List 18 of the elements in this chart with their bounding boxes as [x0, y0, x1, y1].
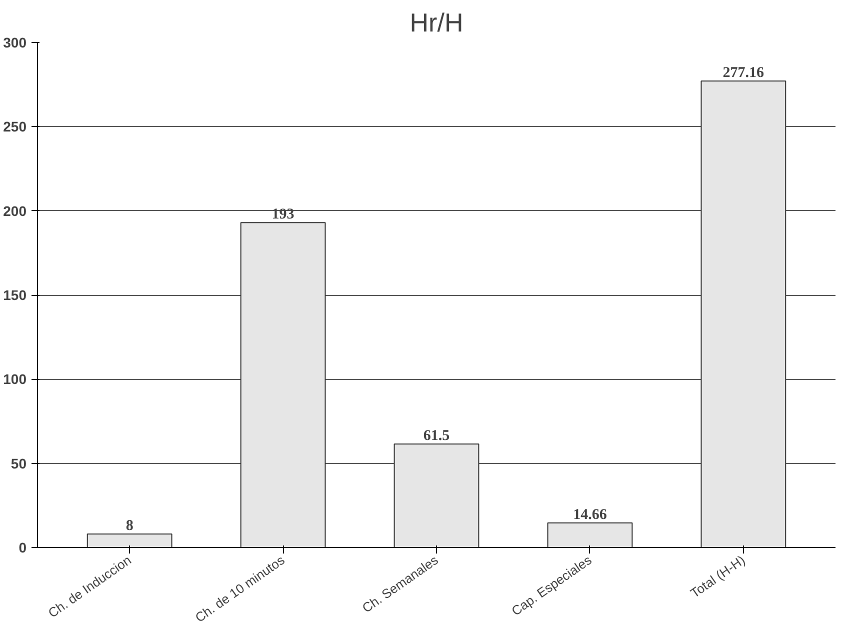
bar	[86, 534, 172, 548]
y-tick-label: 150	[3, 287, 27, 303]
bar	[240, 222, 326, 548]
y-tick-label: 0	[18, 540, 27, 556]
y-tick-label: 50	[10, 455, 27, 472]
data-label: 193	[272, 206, 294, 223]
y-tick-label: 250	[3, 118, 27, 135]
data-label: 61.5	[423, 428, 450, 444]
bar	[394, 443, 480, 548]
y-tick-label: 300	[3, 34, 27, 50]
bar	[547, 522, 633, 548]
data-label: 14.66	[573, 506, 608, 523]
data-label: 277.16	[722, 64, 765, 81]
bar	[700, 80, 786, 548]
y-tick-label: 100	[3, 371, 27, 388]
y-tick-label: 200	[3, 202, 27, 219]
data-label: 8	[126, 518, 134, 534]
chart-title: Hr/H	[410, 8, 464, 38]
